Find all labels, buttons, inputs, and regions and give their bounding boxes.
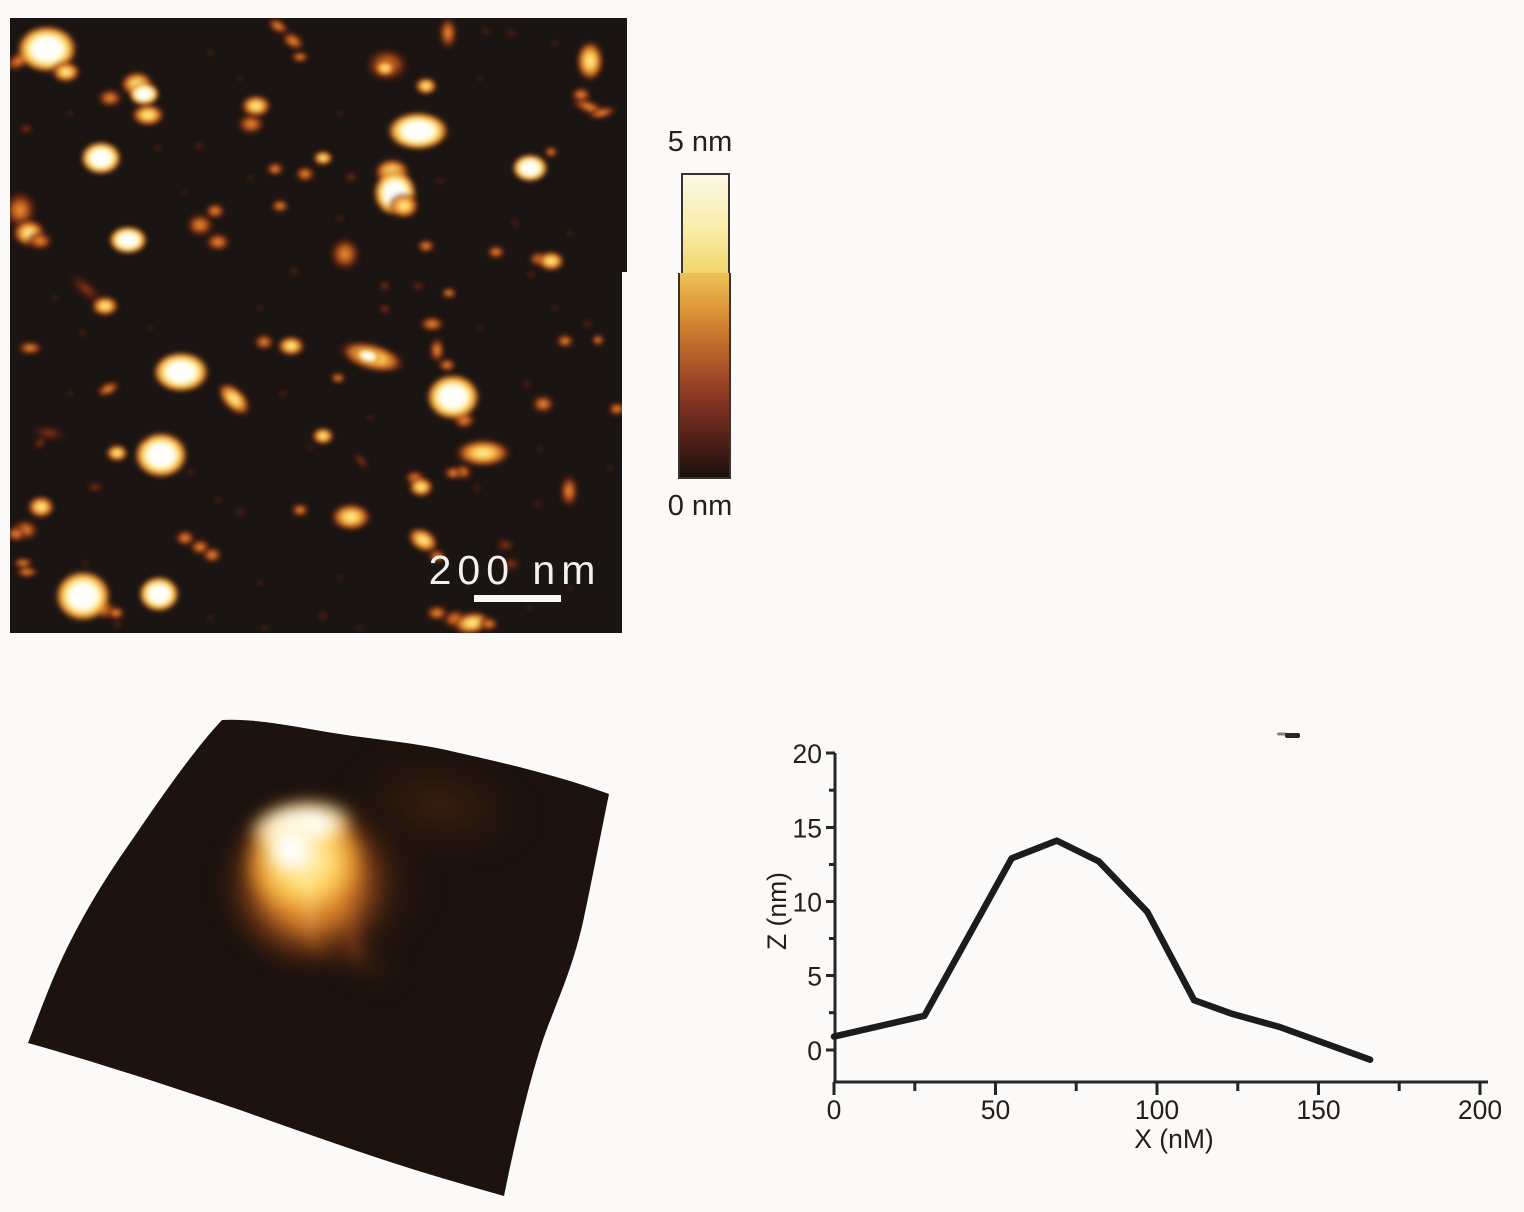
svg-text:Z (nm): Z (nm): [762, 872, 792, 950]
svg-text:X (nM): X (nM): [1134, 1124, 1214, 1154]
svg-text:0: 0: [827, 1095, 842, 1125]
svg-text:15: 15: [793, 814, 822, 844]
svg-text:150: 150: [1296, 1095, 1340, 1125]
svg-text:200: 200: [1458, 1095, 1502, 1125]
svg-text:0: 0: [807, 1036, 822, 1066]
svg-text:50: 50: [981, 1095, 1010, 1125]
svg-text:100: 100: [1135, 1095, 1179, 1125]
svg-text:200 nm: 200 nm: [429, 547, 602, 593]
svg-text:10: 10: [793, 888, 822, 918]
svg-text:20: 20: [793, 739, 822, 769]
svg-text:5: 5: [807, 962, 822, 992]
